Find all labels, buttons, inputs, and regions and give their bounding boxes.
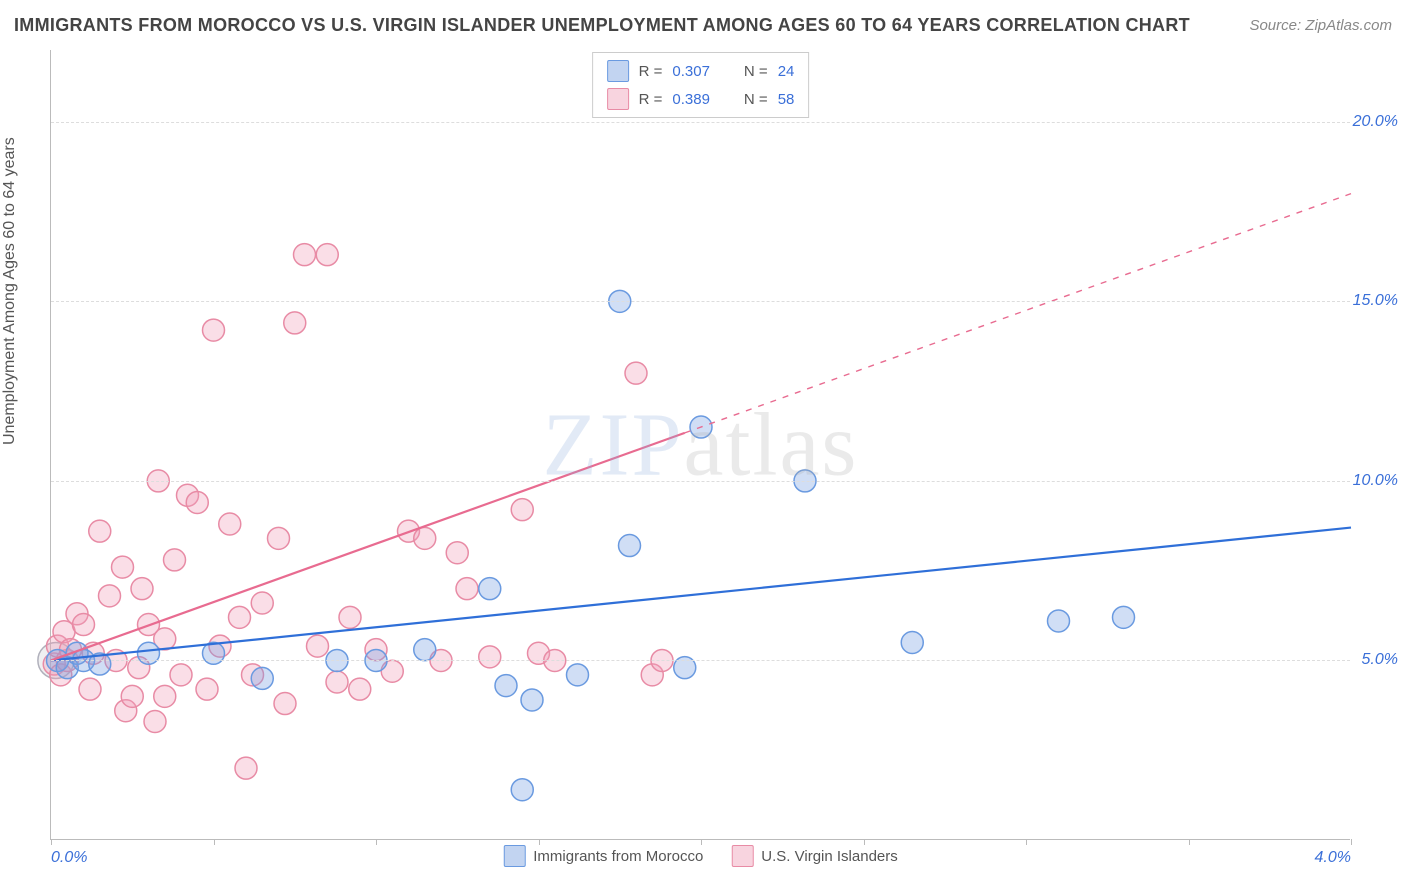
legend-swatch — [731, 845, 753, 867]
scatter-point — [235, 757, 257, 779]
legend-r-label: R = — [639, 91, 663, 108]
legend-r-value: 0.307 — [672, 63, 710, 80]
scatter-point — [121, 685, 143, 707]
scatter-point — [479, 646, 501, 668]
xtick — [701, 839, 702, 845]
scatter-point — [456, 578, 478, 600]
xtick — [1189, 839, 1190, 845]
scatter-point — [73, 614, 95, 636]
chart-header: IMMIGRANTS FROM MOROCCO VS U.S. VIRGIN I… — [14, 8, 1392, 42]
xtick — [864, 839, 865, 845]
gridline — [51, 660, 1350, 661]
legend-bottom-item: U.S. Virgin Islanders — [731, 845, 897, 867]
scatter-point — [219, 513, 241, 535]
scatter-point — [1113, 606, 1135, 628]
gridline — [51, 122, 1350, 123]
scatter-point — [414, 527, 436, 549]
y-axis-label: Unemployment Among Ages 60 to 64 years — [1, 137, 19, 445]
scatter-point — [1048, 610, 1070, 632]
scatter-point — [164, 549, 186, 571]
legend-swatch — [503, 845, 525, 867]
legend-swatch — [607, 60, 629, 82]
scatter-point — [495, 675, 517, 697]
gridline — [51, 301, 1350, 302]
scatter-point — [294, 244, 316, 266]
scatter-point — [131, 578, 153, 600]
legend-label: Immigrants from Morocco — [533, 848, 703, 865]
legend-top-row: R = 0.307 N = 24 — [607, 57, 795, 85]
xtick — [376, 839, 377, 845]
legend-r-value: 0.389 — [672, 91, 710, 108]
legend-label: U.S. Virgin Islanders — [761, 848, 897, 865]
scatter-point — [567, 664, 589, 686]
plot-area: ZIPatlas R =0.307N =24R =0.389N =58 Immi… — [50, 50, 1350, 840]
xtick — [1351, 839, 1352, 845]
legend-n-value: 58 — [778, 91, 795, 108]
xtick — [51, 839, 52, 845]
legend-swatch — [607, 88, 629, 110]
scatter-point — [316, 244, 338, 266]
ytick-label: 20.0% — [1353, 113, 1398, 131]
legend-n-value: 24 — [778, 63, 795, 80]
scatter-point — [619, 535, 641, 557]
legend-top-row: R = 0.389 N = 58 — [607, 85, 795, 113]
legend-bottom: Immigrants from Morocco U.S. Virgin Islan… — [503, 845, 898, 867]
xtick — [539, 839, 540, 845]
legend-bottom-item: Immigrants from Morocco — [503, 845, 703, 867]
scatter-point — [339, 606, 361, 628]
scatter-point — [284, 312, 306, 334]
scatter-point — [446, 542, 468, 564]
xtick-label: 4.0% — [1315, 849, 1351, 867]
xtick — [214, 839, 215, 845]
scatter-point — [79, 678, 101, 700]
scatter-point — [307, 635, 329, 657]
scatter-point — [154, 685, 176, 707]
scatter-point — [89, 520, 111, 542]
scatter-point — [625, 362, 647, 384]
scatter-point — [349, 678, 371, 700]
scatter-point — [274, 693, 296, 715]
scatter-point — [268, 527, 290, 549]
scatter-point — [326, 671, 348, 693]
scatter-point — [196, 678, 218, 700]
legend-top: R = 0.307 N = 24 R = 0.389 N = 58 — [592, 52, 810, 118]
scatter-point — [511, 779, 533, 801]
trend-line — [51, 433, 685, 661]
ytick-label: 10.0% — [1353, 472, 1398, 490]
xtick-label: 0.0% — [51, 849, 87, 867]
legend-r-label: R = — [639, 63, 663, 80]
scatter-point — [203, 319, 225, 341]
scatter-point — [112, 556, 134, 578]
scatter-point — [414, 639, 436, 661]
legend-n-label: N = — [744, 91, 768, 108]
scatter-point — [521, 689, 543, 711]
scatter-point — [251, 667, 273, 689]
trend-line-dashed — [685, 194, 1351, 433]
legend-n-label: N = — [744, 63, 768, 80]
chart-svg — [51, 50, 1350, 839]
ytick-label: 15.0% — [1353, 292, 1398, 310]
scatter-point — [479, 578, 501, 600]
scatter-point — [511, 499, 533, 521]
scatter-point — [170, 664, 192, 686]
xtick — [1026, 839, 1027, 845]
scatter-point — [186, 491, 208, 513]
scatter-point — [901, 632, 923, 654]
scatter-point — [229, 606, 251, 628]
scatter-point — [251, 592, 273, 614]
chart-title: IMMIGRANTS FROM MOROCCO VS U.S. VIRGIN I… — [14, 15, 1190, 36]
chart-source: Source: ZipAtlas.com — [1249, 17, 1392, 34]
ytick-label: 5.0% — [1362, 651, 1398, 669]
trend-line — [51, 528, 1351, 661]
scatter-point — [144, 711, 166, 733]
gridline — [51, 481, 1350, 482]
scatter-point — [99, 585, 121, 607]
